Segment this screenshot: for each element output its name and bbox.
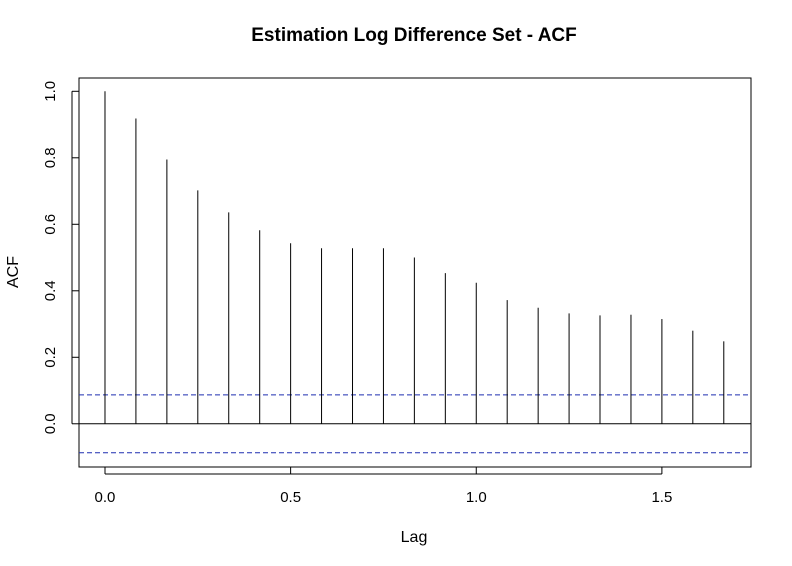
y-tick-label: 0.2 (42, 347, 59, 368)
x-tick-label: 1.5 (651, 489, 672, 506)
y-axis-label: ACF (5, 256, 22, 288)
y-tick-label: 1.0 (42, 81, 59, 102)
x-tick-label: 1.0 (466, 489, 487, 506)
chart-title: Estimation Log Difference Set - ACF (251, 25, 577, 46)
plot-frame (78, 77, 752, 468)
chart-marks: 0.0 0.5 1.0 1.5 0.0 0.2 0.4 0.6 0.8 1.0 (42, 81, 751, 506)
y-tick-label: 0.0 (42, 413, 59, 434)
x-tick-label: 0.0 (95, 489, 116, 506)
x-axis-label: Lag (401, 529, 428, 546)
y-tick-label: 0.4 (42, 280, 59, 301)
y-tick-label: 0.6 (42, 214, 59, 235)
y-tick-label: 0.8 (42, 147, 59, 168)
x-tick-label: 0.5 (280, 489, 301, 506)
